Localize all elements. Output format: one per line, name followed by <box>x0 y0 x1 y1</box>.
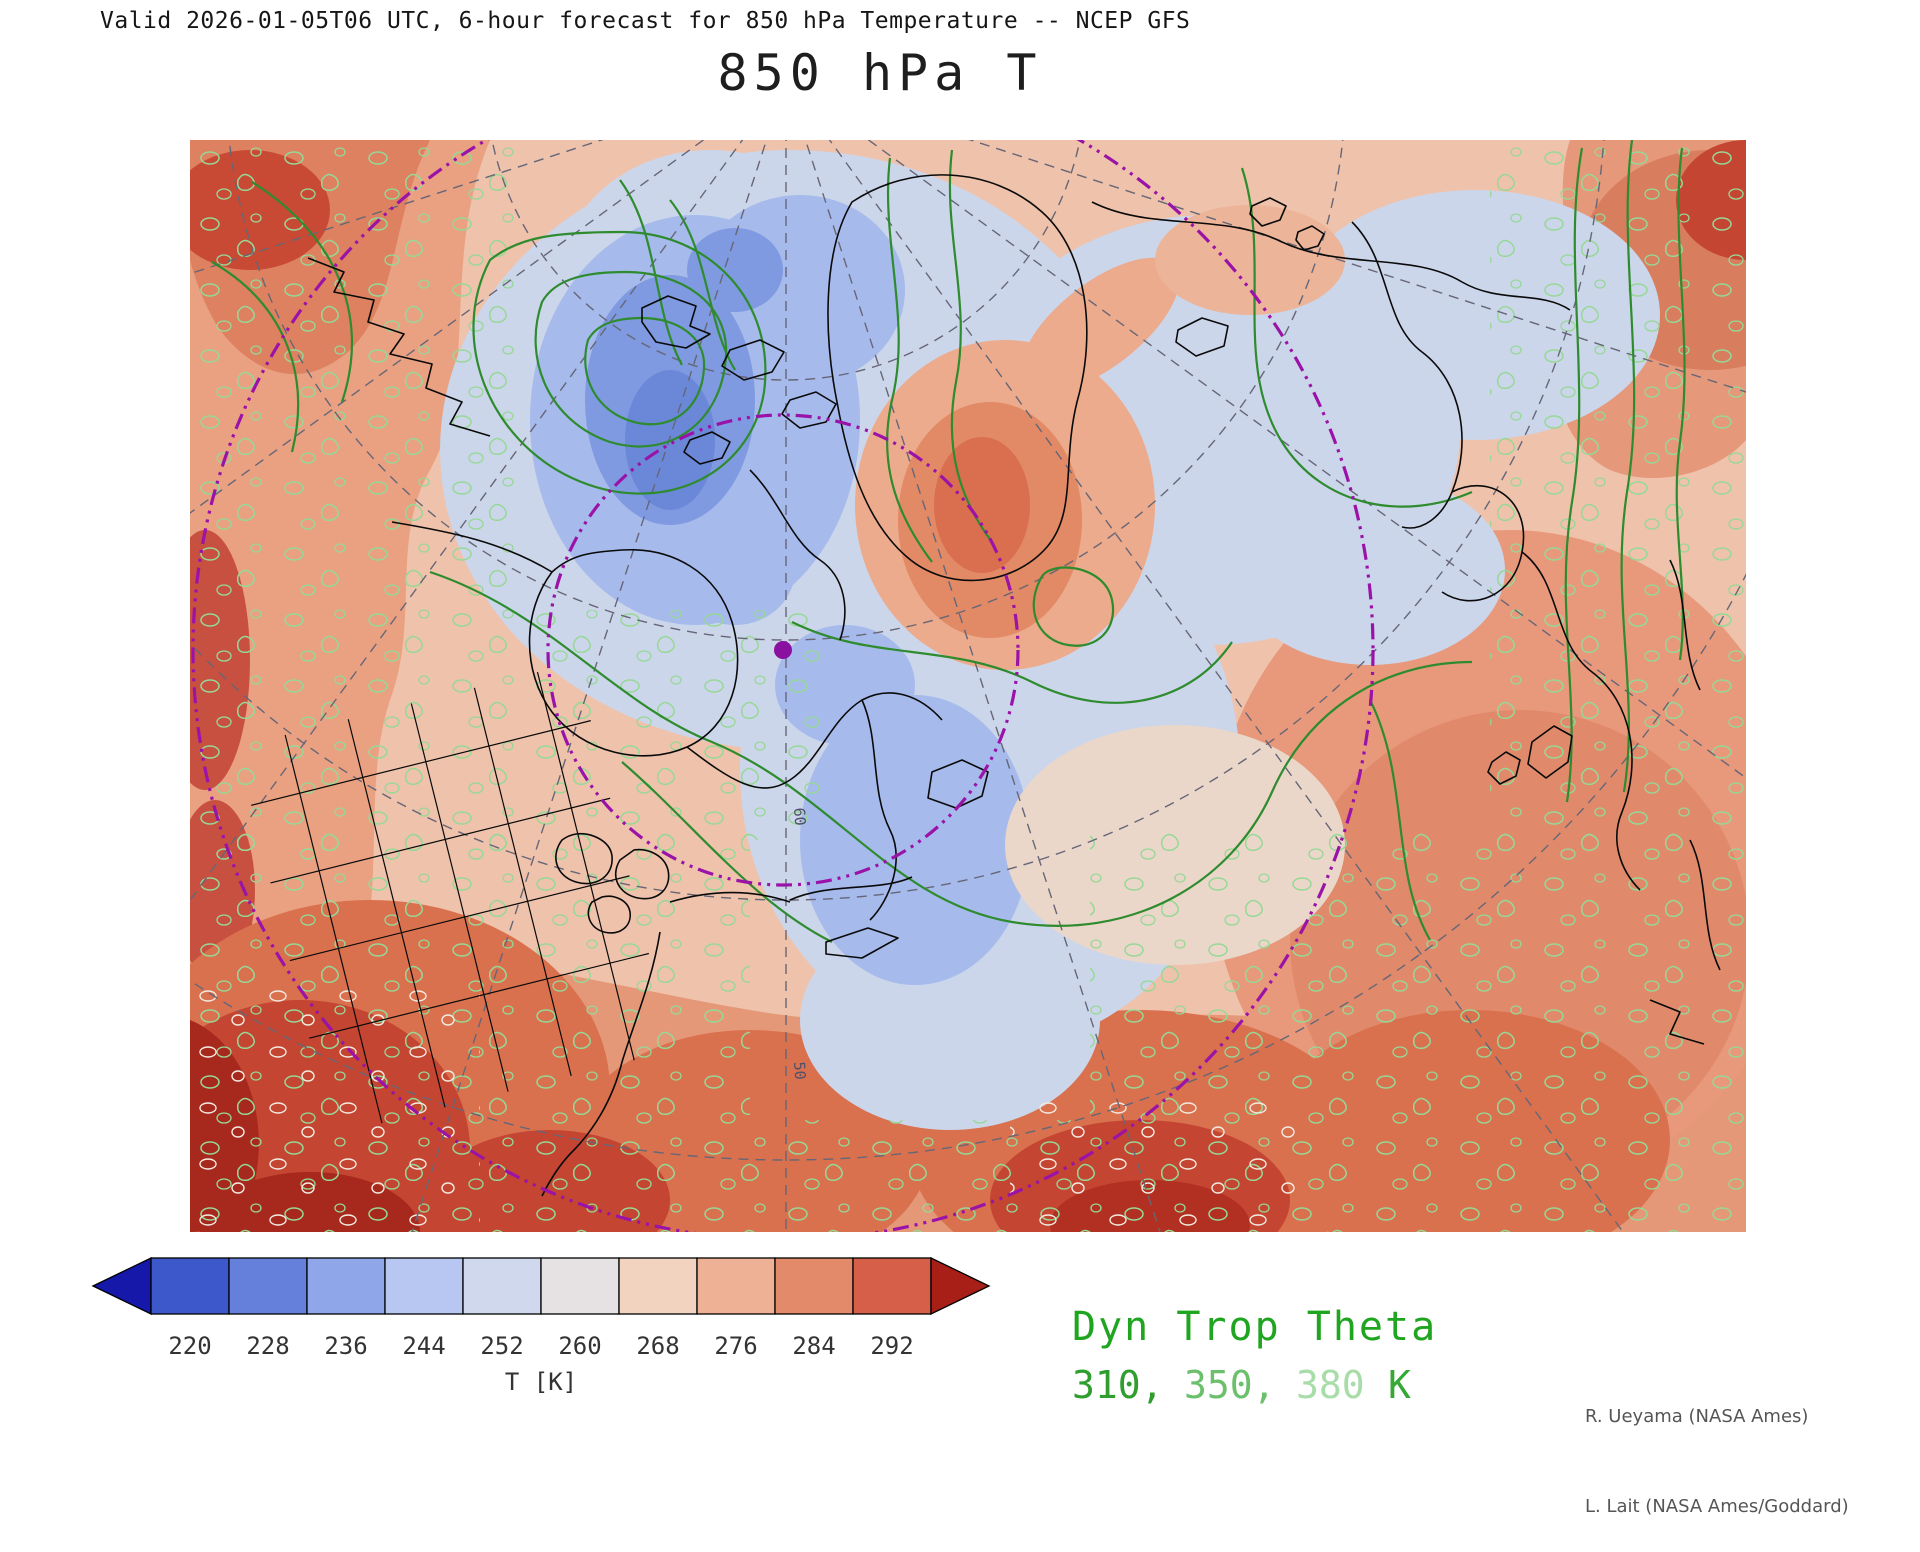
theta-value-310: 310, <box>1072 1363 1164 1407</box>
colorbar-tick: 228 <box>246 1332 289 1360</box>
colorbar-tick: 236 <box>324 1332 367 1360</box>
site-marker <box>774 641 792 659</box>
graticule-label-50: 50 <box>790 1061 809 1080</box>
colorbar-segment <box>852 1257 932 1315</box>
range-rings <box>191 140 1375 1232</box>
theta-value-380: 380 <box>1296 1363 1365 1407</box>
theta-value-350: 350, <box>1184 1363 1276 1407</box>
credits: R. Ueyama (NASA Ames) L. Lait (NASA Ames… <box>1585 1342 1849 1552</box>
colorbar-segment <box>774 1257 854 1315</box>
colorbar-tick: 220 <box>168 1332 211 1360</box>
colorbar-segment <box>228 1257 308 1315</box>
theta-legend-title: Dyn Trop Theta <box>1072 1306 1437 1350</box>
colorbar-tick: 284 <box>792 1332 835 1360</box>
colorbar-left-arrow <box>91 1256 152 1316</box>
colorbar-unit-label: T [K] <box>505 1368 577 1396</box>
valid-time-text: Valid 2026-01-05T06 UTC, 6-hour forecast… <box>100 8 1191 34</box>
coastlines <box>251 174 1721 1197</box>
colorbar-tick: 244 <box>402 1332 445 1360</box>
colorbar-segment <box>306 1257 386 1315</box>
colorbar-tick: 268 <box>636 1332 679 1360</box>
theta-legend-values: 310, 350, 380 K <box>1072 1363 1411 1407</box>
colorbar-segment <box>384 1257 464 1315</box>
colorbar-segment <box>618 1257 698 1315</box>
colorbar-right-arrow <box>930 1256 991 1316</box>
graticule-label-60: 60 <box>790 807 809 826</box>
credit-line-1: R. Ueyama (NASA Ames) <box>1585 1406 1809 1427</box>
colorbar-segment <box>462 1257 542 1315</box>
colorbar-segment <box>540 1257 620 1315</box>
weather-map: 60 50 <box>190 140 1746 1232</box>
map-figure: 60 50 <box>190 140 1746 1232</box>
credit-line-2: L. Lait (NASA Ames/Goddard) <box>1585 1496 1849 1517</box>
colorbar: 220 228 236 244 252 260 268 276 284 292 … <box>85 1254 1005 1408</box>
page-title: 850 hPa T <box>717 44 1043 102</box>
theta-legend: Dyn Trop Theta 310, 350, 380 K <box>1072 1304 1552 1422</box>
colorbar-tick: 276 <box>714 1332 757 1360</box>
colorbar-segment <box>696 1257 776 1315</box>
theta-unit-k: K <box>1388 1363 1411 1407</box>
colorbar-segment <box>150 1257 230 1315</box>
colorbar-tick: 252 <box>480 1332 523 1360</box>
graticule <box>190 140 1746 1232</box>
colorbar-tick: 292 <box>870 1332 913 1360</box>
colorbar-tick: 260 <box>558 1332 601 1360</box>
theta-contours-major <box>211 140 1686 943</box>
